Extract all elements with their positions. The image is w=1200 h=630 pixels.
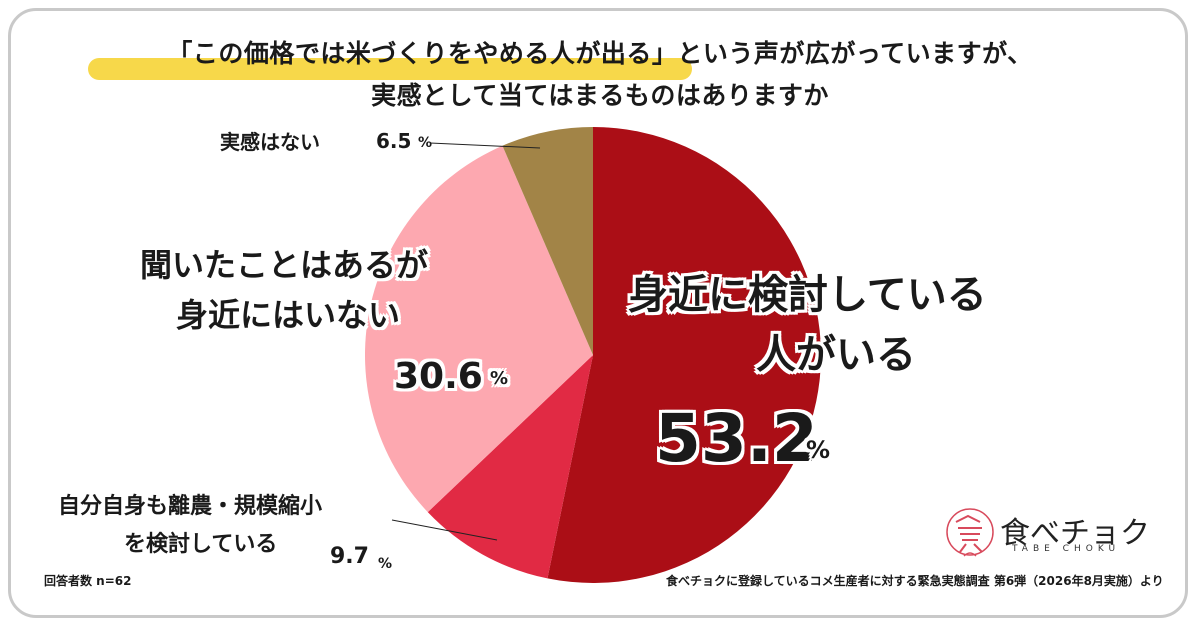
slice-label-kiita-line2: 身近にはいない: [176, 296, 401, 334]
chart-title-line2: 実感として当てはまるものはありますか: [371, 81, 829, 110]
leader-line-jikan-nashi: [429, 142, 541, 149]
pie-slice-kiita: [365, 145, 593, 513]
slice-value-jibun: 9.7: [330, 544, 369, 569]
slice-value-mijika: 53.2: [655, 400, 818, 477]
leader-line-jibun: [391, 519, 498, 541]
brand-name: 食べチョク: [1000, 516, 1150, 551]
pie-slice-jibun: [427, 355, 593, 579]
slice-value-jikan-nashi: 6.5: [376, 129, 412, 153]
slice-unit-jibun: %: [378, 556, 393, 572]
chart-title-line1: 「この価格では米づくりをやめる人が出る」という声が広がっていますが、: [167, 39, 1033, 68]
pie-slice-jikan-nashi: [502, 127, 593, 355]
slice-label-jibun-line2: を検討している: [124, 532, 278, 557]
tabechoku-logo-icon: [946, 508, 994, 557]
slice-unit-mijika: %: [806, 436, 831, 464]
slice-label-mijika-line2: 人がいる: [756, 332, 916, 378]
respondents-note: 回答者数 n=62: [44, 574, 132, 588]
slice-label-mijika-line1: 身近に検討している: [628, 272, 987, 318]
slice-unit-jikan-nashi: %: [418, 135, 433, 151]
slice-label-kiita-line1: 聞いたことはあるが: [140, 246, 429, 284]
brand-subtitle: TABE CHOKU: [1012, 544, 1121, 554]
slice-unit-kiita: %: [490, 368, 509, 389]
title-highlight: [88, 58, 692, 80]
slice-label-jibun-line1: 自分自身も離農・規模縮小: [58, 494, 323, 519]
slice-value-kiita: 30.6: [394, 356, 483, 397]
pie-slice-mijika: [547, 127, 821, 583]
source-note: 食べチョクに登録しているコメ生産者に対する緊急実態調査 第6弾（2026年8月実…: [666, 574, 1164, 588]
slice-label-jikan-nashi: 実感はない: [220, 130, 320, 154]
